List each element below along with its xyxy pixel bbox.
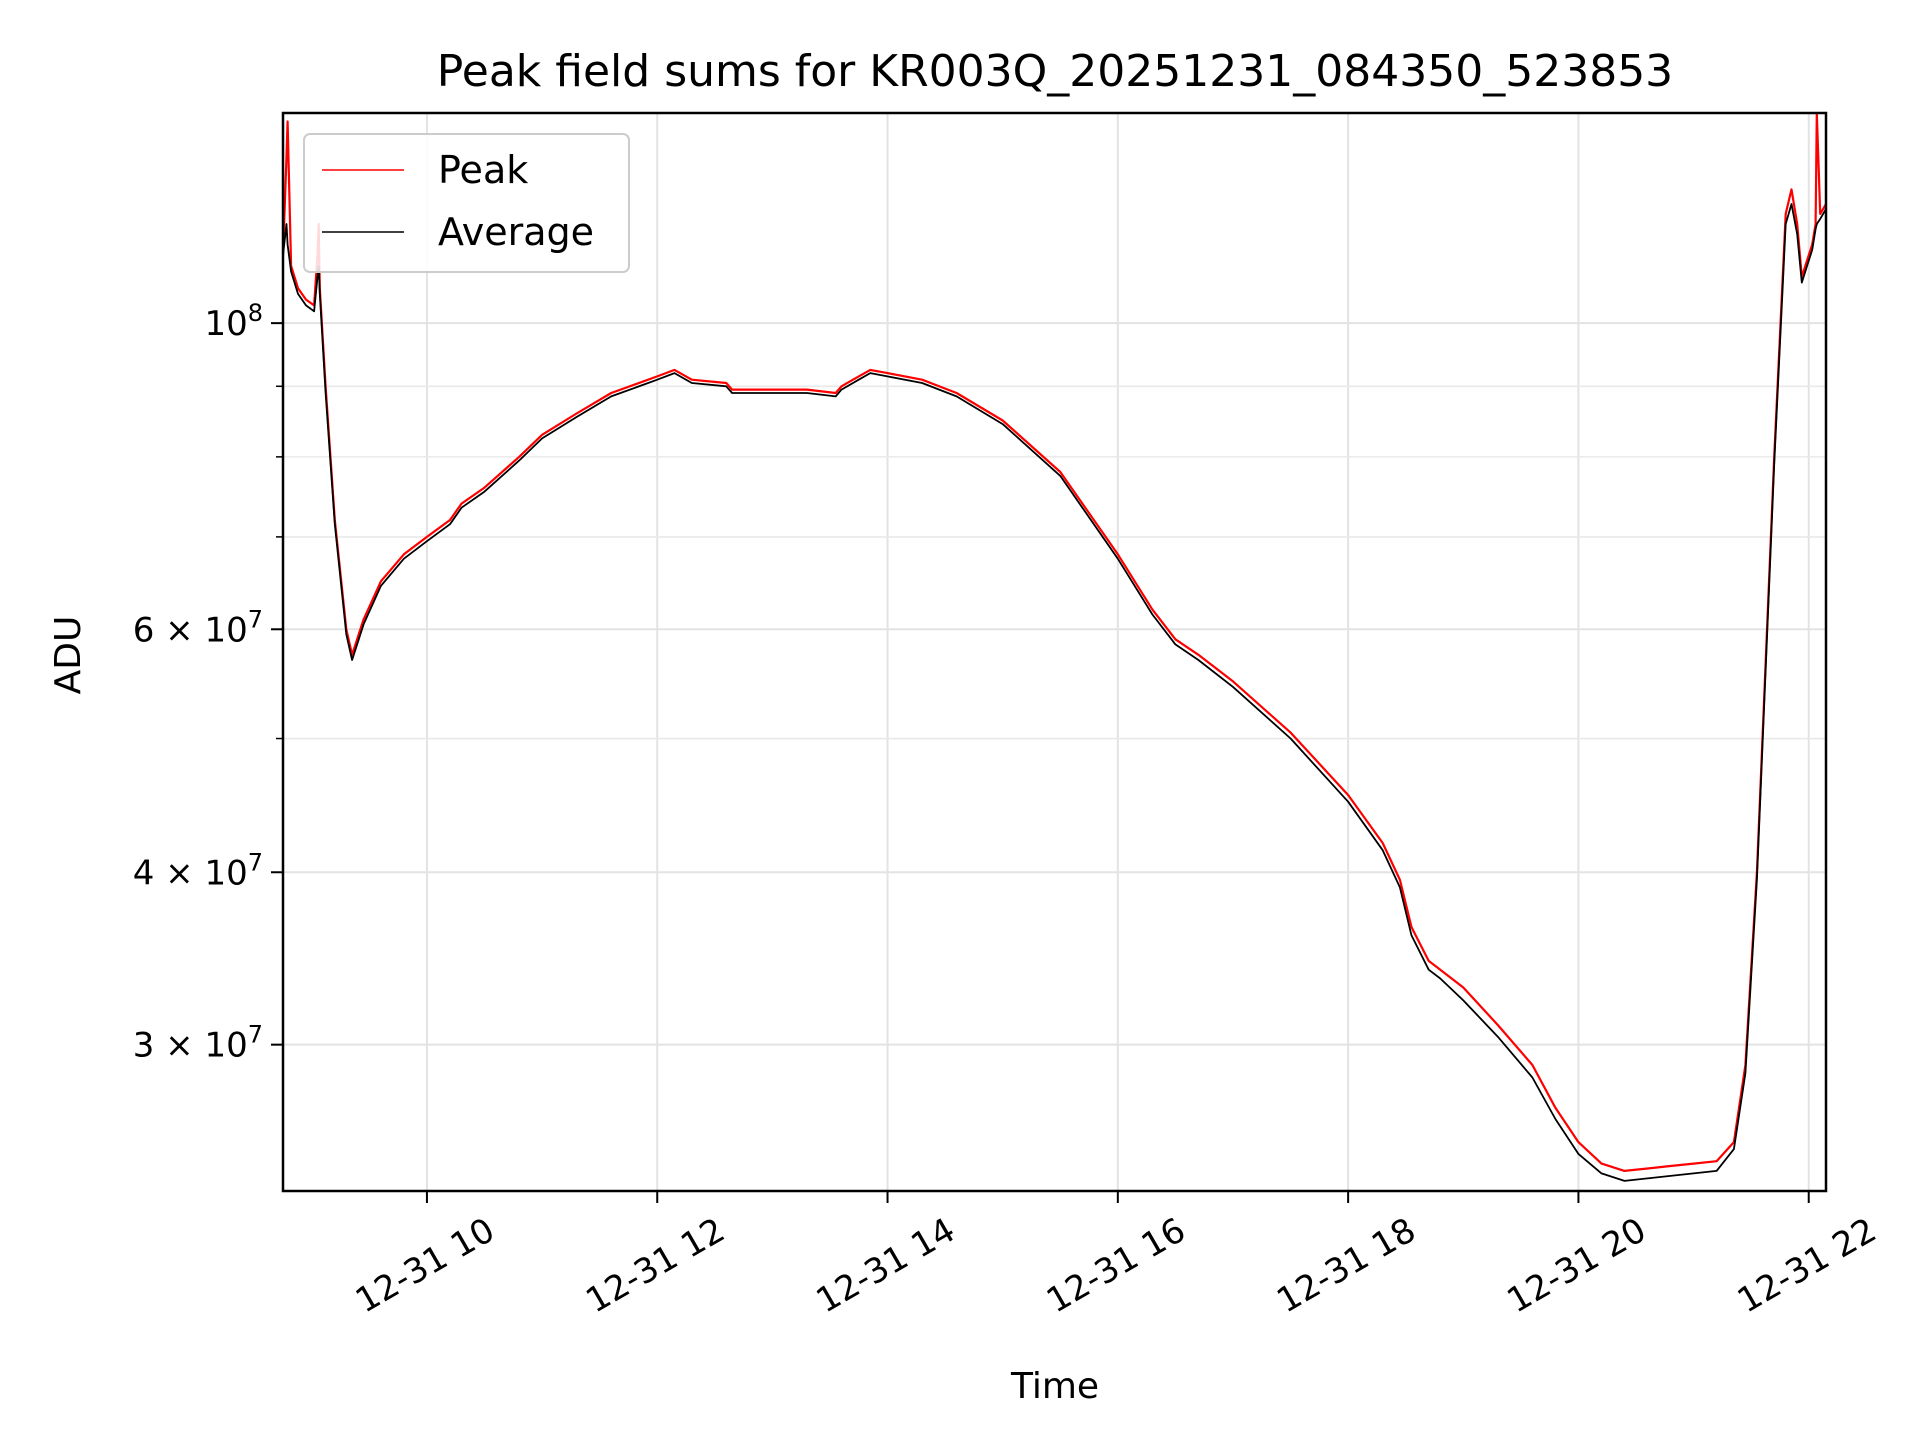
series-layer — [283, 113, 1826, 1182]
y-tick-label: 108 — [204, 299, 263, 344]
y-tick-label-base: 6 × 10 — [133, 610, 248, 650]
y-tick-label-base: 10 — [204, 304, 247, 344]
y-tick-label-exponent: 7 — [248, 848, 263, 876]
y-tick-label-base: 3 × 10 — [133, 1026, 248, 1066]
plot-frame — [281, 111, 1828, 1193]
series-line-average — [283, 203, 1826, 1182]
grid — [283, 113, 1826, 1191]
chart-title: Peak field sums for KR003Q_20251231_0843… — [437, 46, 1673, 97]
y-tick-label: 3 × 107 — [133, 1021, 263, 1066]
legend-label-peak: Peak — [438, 148, 528, 192]
legend-label-average: Average — [438, 210, 594, 254]
y-tick-label-exponent: 7 — [248, 605, 263, 633]
legend: Peak Average — [303, 133, 630, 273]
y-tick-label-exponent: 7 — [248, 1021, 263, 1049]
legend-box — [303, 133, 630, 273]
series-line-peak — [283, 113, 1826, 1172]
y-axis-label: ADU — [48, 616, 89, 695]
x-axis-label: Time — [1010, 1366, 1099, 1407]
y-tick-label-exponent: 8 — [248, 299, 263, 327]
y-tick-label: 4 × 107 — [133, 848, 263, 893]
y-tick-label-base: 4 × 10 — [133, 853, 248, 893]
y-tick-label: 6 × 107 — [133, 605, 263, 650]
